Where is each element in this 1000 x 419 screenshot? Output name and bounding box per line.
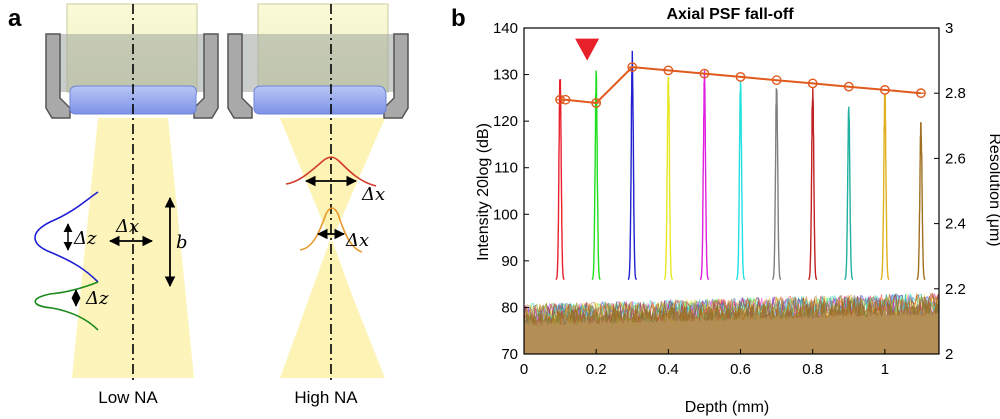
psf-peak	[844, 106, 854, 281]
psf-peak	[735, 80, 746, 281]
low-na-lens	[69, 85, 197, 115]
delta-x-label-low-na: Δx	[115, 216, 139, 237]
delta-z-label-lower: Δz	[85, 288, 109, 309]
psf-peak	[916, 122, 926, 281]
y2-tick-label: 2.8	[945, 85, 966, 102]
psf-peak	[627, 50, 637, 281]
low-na-optic: Δz Δz Δx b Low NA	[34, 3, 219, 407]
high-na-housing-window	[232, 34, 404, 92]
low-na-housing-left	[45, 33, 71, 119]
delta-x-label-upper: Δx	[361, 184, 385, 205]
y-right-axis-label: Resolution (μm)	[986, 133, 1000, 246]
panel-b-letter: b	[451, 5, 466, 32]
x-tick-label: 0.4	[658, 361, 679, 378]
high-na-housing-right	[383, 33, 409, 119]
low-na-caption: Low NA	[98, 388, 158, 407]
y-right-ticks: 2 2.2 2.4 2.6 2.8 3	[934, 20, 966, 363]
plot-frame	[523, 27, 940, 355]
delta-x-label-lower: Δx	[345, 230, 369, 251]
psf-peak	[555, 79, 565, 281]
low-na-housing-right	[193, 33, 219, 119]
low-na-blue-psf-curve	[34, 191, 99, 283]
y-tick-label: 140	[493, 20, 518, 37]
panel-a: a Δz Δz Δx b Low NA	[8, 3, 409, 407]
psf-peak	[772, 88, 782, 281]
high-na-orange-psf-curve	[299, 207, 363, 253]
y-tick-label: 70	[501, 346, 518, 363]
resolution-series	[555, 62, 926, 108]
x-tick-label: 0.8	[802, 361, 823, 378]
psf-peak	[880, 93, 890, 281]
depth-of-field-label: b	[176, 232, 188, 253]
y2-tick-label: 2.2	[945, 281, 966, 298]
low-na-housing-window	[50, 34, 214, 92]
noise-fill	[524, 297, 939, 354]
x-ticks: 0 0.2 0.4 0.6 0.8 1	[520, 349, 889, 378]
y-tick-label: 130	[493, 67, 518, 84]
high-na-lens	[253, 85, 387, 115]
low-na-green-psf-curve	[34, 281, 99, 331]
high-na-beam-lower	[282, 240, 382, 378]
chart-axes	[523, 27, 940, 355]
panel-a-letter: a	[8, 5, 22, 32]
delta-z-label-upper: Δz	[73, 228, 97, 249]
psf-peak	[808, 88, 818, 281]
panel-b: b Axial PSF fall-off 7080901001101201301…	[451, 5, 1000, 416]
psf-peak	[699, 70, 710, 281]
x-tick-label: 1	[881, 361, 889, 378]
y2-tick-label: 2	[945, 346, 953, 363]
y2-tick-label: 2.6	[945, 150, 966, 167]
high-na-optic: Δx Δx High NA	[227, 3, 409, 407]
y-tick-label: 80	[501, 299, 518, 316]
psf-peak	[591, 70, 601, 281]
x-tick-label: 0.2	[586, 361, 607, 378]
y-tick-label: 100	[493, 206, 518, 223]
y2-tick-label: 3	[945, 20, 953, 37]
y-tick-label: 120	[493, 113, 518, 130]
y-tick-label: 110	[494, 160, 518, 177]
noise-floor	[523, 292, 940, 354]
y2-tick-label: 2.4	[945, 216, 966, 233]
psf-peak	[663, 76, 673, 281]
down-triangle-icon	[575, 38, 600, 61]
x-tick-label: 0	[520, 361, 528, 378]
y-tick-label: 90	[501, 253, 518, 270]
high-na-housing-left	[227, 33, 253, 119]
y-left-axis-label: Intensity 20log (dB)	[475, 123, 492, 261]
x-axis-label: Depth (mm)	[685, 399, 769, 416]
high-na-beam-upper	[280, 118, 385, 240]
y-left-ticks: 70 80 90 100 110 120 130 140	[493, 20, 529, 363]
high-na-caption: High NA	[294, 388, 358, 407]
chart-title: Axial PSF fall-off	[666, 6, 794, 23]
x-tick-label: 0.6	[730, 361, 751, 378]
resolution-line	[560, 66, 922, 105]
psf-peaks	[555, 50, 926, 281]
